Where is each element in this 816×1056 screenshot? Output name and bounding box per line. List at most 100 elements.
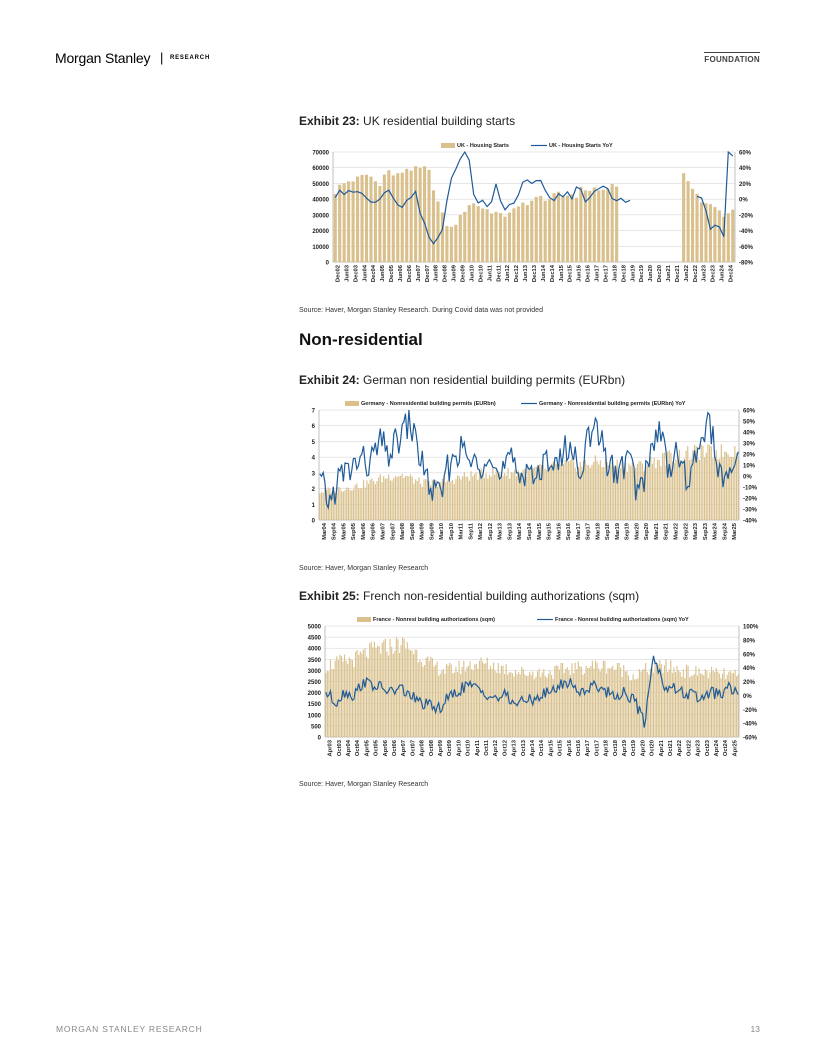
x-tick-label: Mar18	[595, 522, 601, 540]
bar	[712, 670, 714, 737]
bar	[405, 168, 409, 262]
bar	[700, 444, 702, 520]
bar	[418, 477, 420, 520]
x-tick-label: Jun16	[577, 264, 583, 282]
bar	[606, 462, 608, 520]
bar	[420, 662, 422, 737]
x-tick-label: Sep11	[468, 522, 474, 540]
bar	[494, 211, 498, 262]
bar	[650, 456, 652, 520]
bar	[455, 666, 457, 737]
bar	[717, 210, 721, 262]
bar	[530, 469, 533, 520]
bar	[524, 468, 526, 520]
bar	[543, 200, 547, 262]
y-left-tick-label: 70000	[312, 151, 329, 157]
bar	[406, 475, 408, 520]
bar	[347, 487, 349, 520]
bar	[695, 193, 699, 262]
x-tick-label: Oct13	[521, 739, 527, 756]
bar	[555, 665, 557, 737]
x-tick-label: Apr17	[585, 740, 591, 756]
x-tick-label: Dec02	[335, 265, 341, 282]
x-tick-label: Sep16	[566, 522, 572, 540]
bar	[577, 661, 579, 737]
bar	[356, 176, 360, 262]
bar	[588, 190, 592, 262]
bar	[541, 672, 543, 737]
bar	[463, 660, 465, 737]
bar	[334, 492, 336, 520]
x-tick-label: Mar25	[732, 522, 738, 540]
bar	[544, 468, 546, 520]
exhibit-25-text: French non-residential building authoriz…	[363, 589, 640, 603]
x-tick-label: Dec13	[532, 264, 538, 282]
bar	[475, 472, 477, 520]
chart-france-authorizations: 0 500 1000 1500 2000 2500 3000 3500 4000 4500 5000…	[308, 617, 759, 756]
bar	[460, 674, 462, 737]
bar	[354, 485, 356, 520]
bar	[586, 464, 588, 520]
bar	[614, 466, 617, 520]
bar	[378, 186, 382, 262]
bar	[342, 491, 344, 520]
x-tick-label: Mar19	[615, 522, 621, 540]
bar	[665, 465, 667, 520]
y-right-tick-label: -20%	[743, 708, 758, 714]
bar	[489, 665, 491, 737]
x-tick-label: Sep07	[390, 523, 396, 540]
bar	[462, 476, 464, 520]
bar	[499, 472, 501, 520]
x-tick-label: Oct03	[337, 739, 343, 756]
bar	[628, 463, 630, 520]
bar	[608, 465, 610, 520]
bar	[675, 459, 677, 520]
y-right-tick-label: 40%	[739, 166, 752, 172]
bar	[701, 674, 703, 737]
bar	[656, 664, 658, 737]
bar	[649, 668, 651, 737]
bar	[633, 467, 635, 520]
bar	[446, 480, 449, 520]
bar	[344, 490, 346, 520]
bar	[618, 470, 620, 520]
x-tick-label: Jun20	[648, 265, 654, 282]
bar	[398, 652, 401, 737]
x-tick-label: Apr25	[732, 739, 738, 756]
bar	[607, 667, 609, 737]
bar	[720, 678, 722, 737]
chart-uk-starts: 0 10000 20000 30000 40000 50000 60000 70000 -80%…	[312, 143, 754, 282]
bar	[592, 187, 596, 262]
bar	[536, 671, 539, 737]
bar	[687, 445, 689, 520]
x-tick-label: Mar15	[537, 522, 543, 540]
bar	[714, 456, 716, 520]
bar	[325, 672, 327, 737]
x-tick-label: Sep20	[644, 523, 650, 540]
x-tick-label: Oct15	[558, 739, 564, 756]
exhibit-24-text: German non residential building permits …	[363, 373, 626, 387]
x-tick-label: Oct21	[668, 739, 674, 756]
bar	[725, 452, 727, 520]
bar	[391, 646, 393, 737]
bar	[645, 465, 647, 520]
section-title: Non-residential	[299, 330, 423, 349]
x-tick-label: Dec12	[514, 265, 520, 282]
bar	[396, 173, 400, 262]
x-tick-label: Oct16	[576, 739, 582, 756]
bar	[413, 483, 415, 520]
bar	[554, 666, 556, 737]
x-tick-label: Oct05	[374, 739, 380, 756]
y-left-tick-label: 1000	[308, 713, 322, 719]
bar	[339, 654, 341, 737]
bar	[535, 466, 538, 520]
header-separator: |	[160, 50, 164, 65]
bar	[648, 674, 650, 737]
bar	[441, 478, 444, 520]
bar	[378, 477, 380, 520]
bar	[539, 195, 543, 262]
bar	[566, 667, 568, 737]
bar	[722, 457, 724, 520]
bar	[384, 478, 386, 520]
bar	[581, 466, 583, 520]
